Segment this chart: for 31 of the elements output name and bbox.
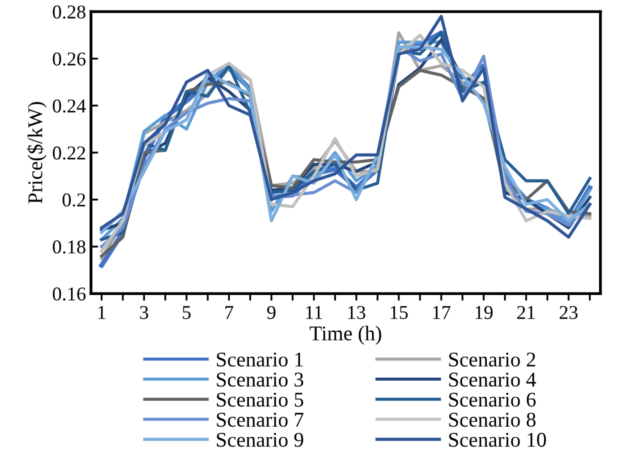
x-tick-label: 9 [267,306,276,320]
legend-label: Scenario 4 [449,372,536,387]
y-axis-title: Price($/kW) [27,102,47,204]
legend-label: Scenario 9 [216,432,304,447]
x-tick-label: 19 [476,306,493,320]
y-tick-label: 0.28 [52,5,86,19]
legend-label: Scenario 7 [216,412,304,427]
x-tick-label: 7 [225,306,234,319]
x-tick-label: 3 [140,306,148,320]
y-tick-label: 0.26 [52,52,86,66]
x-tick-label: 21 [517,306,535,319]
legend-label: Scenario 10 [449,432,546,447]
x-tick-label: 15 [390,306,408,320]
y-tick-label: 0.22 [52,146,86,160]
x-tick-label: 1 [98,306,106,319]
legend-label: Scenario 6 [449,392,536,407]
legend-label: Scenario 1 [216,352,303,367]
legend-label: Scenario 3 [216,372,304,387]
y-tick-label: 0.18 [52,240,86,254]
x-tick-label: 23 [560,306,578,320]
y-tick-label: 0.16 [52,287,86,301]
y-tick-label: 0.24 [52,99,86,113]
legend-label: Scenario 8 [449,412,536,427]
legend-label: Scenario 2 [449,352,536,367]
x-tick-label: 17 [433,306,450,319]
legend-label: Scenario 5 [216,392,304,407]
x-tick-label: 11 [306,306,322,319]
y-tick-label: 0.2 [62,193,86,207]
x-axis-title: Time (h) [310,326,382,345]
x-tick-label: 13 [348,306,366,320]
x-tick-label: 5 [182,306,191,320]
